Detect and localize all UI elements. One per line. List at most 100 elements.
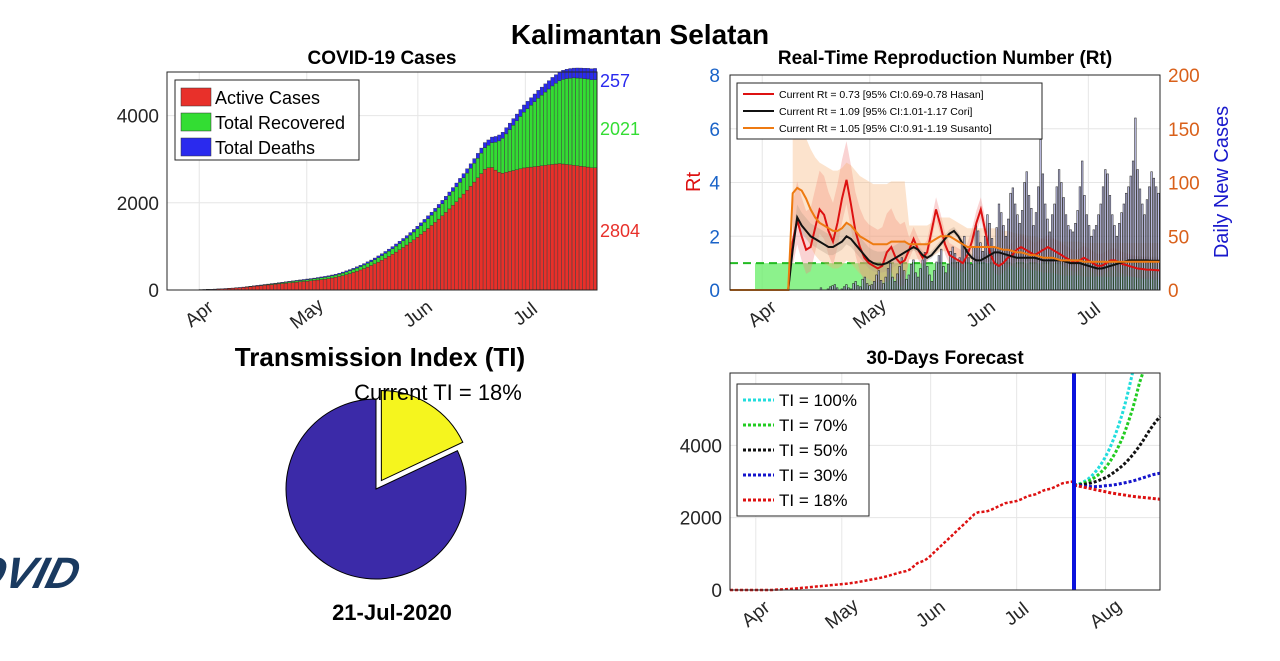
daily-case-bar (1062, 197, 1065, 291)
bar-segment (351, 272, 356, 291)
daily-case-bar (879, 280, 883, 291)
bar-segment (394, 245, 398, 253)
bar-segment (380, 260, 384, 291)
daily-case-bar (970, 263, 973, 291)
bar-segment (376, 261, 381, 291)
bar-segment (451, 191, 455, 206)
daily-case-bar (1060, 182, 1063, 291)
bar-segment (323, 277, 327, 280)
daily-case-bar (1083, 195, 1086, 291)
y-right-tick-label: 100 (1168, 174, 1200, 195)
bar-segment (579, 78, 583, 167)
bar-segment (433, 222, 437, 291)
bar-segment (262, 285, 267, 291)
daily-case-bar (1041, 173, 1045, 291)
bar-segment (319, 277, 324, 280)
daily-case-bar (1004, 235, 1008, 291)
bar-segment (412, 231, 416, 241)
bar-segment (497, 172, 501, 291)
bar-segment (404, 244, 409, 291)
bar-segment (259, 285, 263, 291)
bar-segment (554, 163, 558, 291)
confidence-band (792, 204, 1160, 273)
y-tick-label: 4000 (680, 436, 722, 457)
daily-case-bar (886, 268, 890, 291)
history-line (730, 480, 1075, 592)
bar-segment (387, 248, 391, 252)
bar-segment (525, 167, 530, 291)
bar-segment (294, 280, 299, 282)
bar-segment (461, 173, 466, 178)
bar-segment (579, 67, 583, 79)
legend-swatch (180, 112, 212, 132)
date-label: 21-Jul-2020 (332, 600, 452, 625)
bar-segment (547, 164, 551, 291)
bar-segment (365, 263, 370, 268)
bar-segment (305, 280, 310, 291)
y-right-label: Daily New Cases (1211, 106, 1233, 258)
chart-title: Transmission Index (TI) (235, 342, 525, 372)
bar-segment (390, 246, 395, 249)
bar-segment (504, 172, 509, 291)
bar-segment (422, 231, 427, 291)
daily-case-bar (884, 276, 887, 291)
bar-segment (483, 169, 487, 291)
daily-case-bar (1076, 210, 1079, 291)
bar-segment (326, 278, 331, 291)
bar-segment (511, 125, 516, 171)
x-tick-label: Jul (510, 299, 542, 331)
bar-segment (387, 250, 391, 257)
bar-segment (333, 277, 338, 291)
bar-segment (404, 235, 409, 239)
bar-segment (390, 254, 395, 291)
bar-segment (561, 163, 565, 291)
bar-segment (564, 164, 569, 291)
daily-case-bar (1111, 214, 1114, 291)
bar-segment (330, 277, 334, 291)
bar-segment (458, 182, 462, 199)
daily-case-bar (873, 281, 876, 291)
bar-segment (550, 77, 555, 87)
daily-case-bar (1078, 186, 1082, 291)
y-right-tick-label: 0 (1168, 281, 1179, 302)
bar-segment (568, 77, 572, 166)
daily-case-bar (928, 274, 931, 291)
bar-segment (344, 271, 349, 275)
bar-segment (586, 68, 590, 80)
daily-case-bar (1131, 160, 1135, 291)
bar-segment (554, 83, 558, 165)
bar-segment (408, 242, 413, 291)
bar-segment (330, 274, 334, 277)
bar-segment (447, 208, 452, 291)
bar-segment (348, 273, 352, 291)
bar-segment (426, 228, 430, 291)
bar-segment (305, 278, 310, 280)
end-value-label: 2804 (600, 221, 640, 241)
bar-segment (539, 165, 544, 291)
bar-segment (522, 167, 526, 291)
daily-case-bar (1099, 203, 1102, 291)
rt-series-line (730, 179, 1161, 291)
daily-case-bar (1039, 139, 1042, 291)
bar-segment (387, 256, 391, 291)
bar-segment (429, 211, 434, 216)
y-left-tick-label: 6 (709, 120, 720, 141)
bar-segment (436, 207, 441, 220)
x-tick-label: May (849, 295, 891, 334)
bar-segment (429, 225, 434, 291)
bar-segment (447, 191, 452, 196)
daily-case-bar (1134, 117, 1137, 291)
bar-segment (532, 101, 537, 167)
bar-segment (493, 169, 498, 291)
daily-case-bar (1092, 229, 1095, 291)
bar-segment (397, 243, 402, 250)
bar-segment (493, 142, 498, 171)
daily-case-bar (1046, 218, 1049, 291)
daily-case-bar (905, 278, 908, 291)
bar-segment (408, 234, 413, 243)
pie-slice (285, 398, 467, 580)
daily-case-bar (933, 270, 936, 291)
daily-case-bar (1064, 214, 1068, 291)
legend-swatch (180, 137, 212, 157)
daily-case-bar (984, 235, 987, 291)
